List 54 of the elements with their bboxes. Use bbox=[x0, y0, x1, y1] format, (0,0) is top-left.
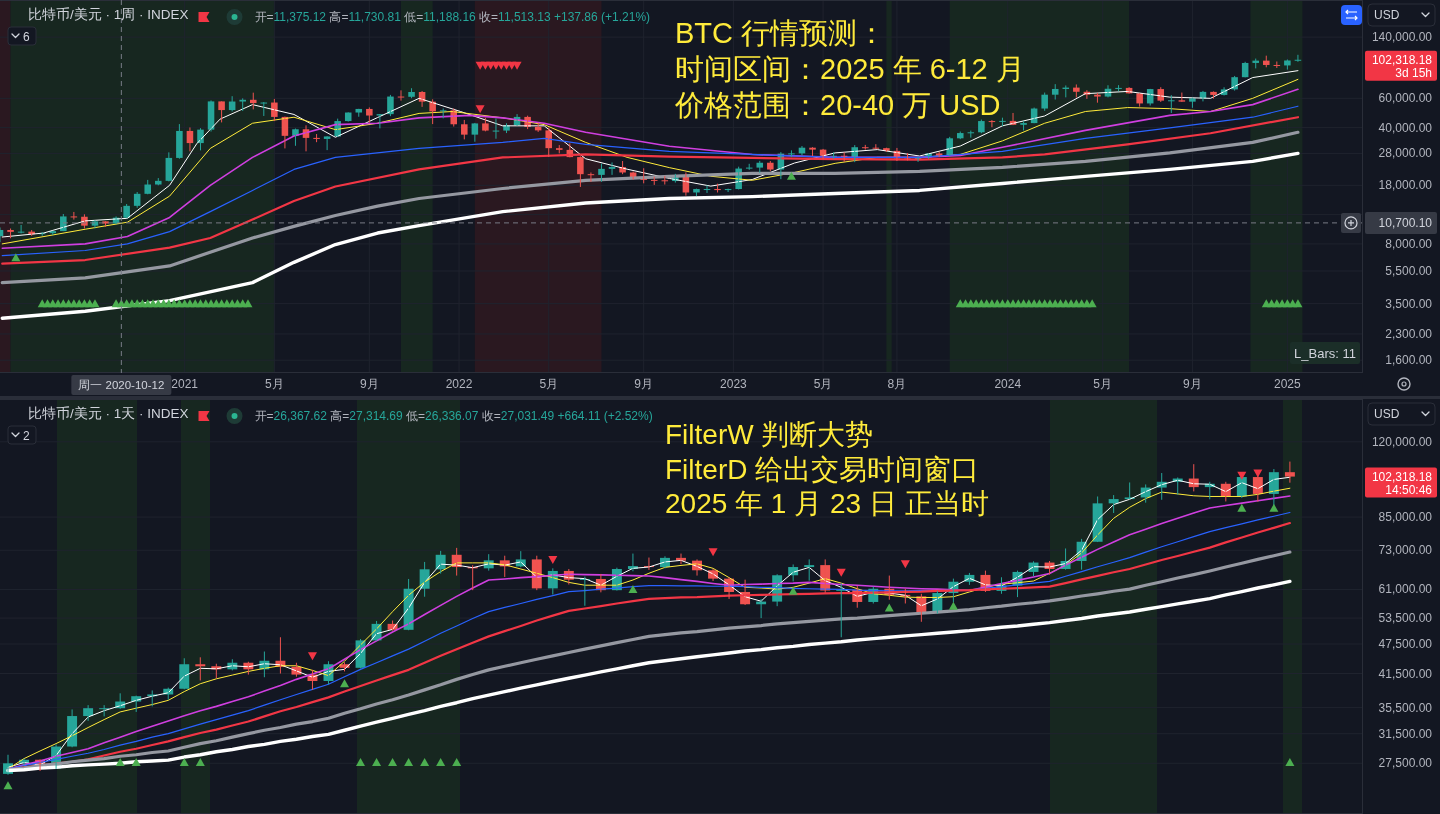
x-tick-label: 2024 bbox=[994, 377, 1022, 391]
y-tick-label: 5,500.00 bbox=[1385, 263, 1433, 278]
y-tick-label: 73,000.00 bbox=[1378, 543, 1433, 558]
annotation: 2025 年 1 月 23 日 正当时 bbox=[665, 488, 989, 519]
text: USD bbox=[1374, 8, 1400, 22]
x-tick-label: 2025 bbox=[1274, 377, 1302, 391]
y-tick-label: 8,000.00 bbox=[1385, 236, 1433, 251]
y-tick-label: 3,500.00 bbox=[1385, 296, 1433, 311]
y-tick-label: 140,000.00 bbox=[1371, 30, 1433, 45]
annotation: 价格范围：20-40 万 USD bbox=[674, 89, 1001, 121]
y-tick-label: 31,500.00 bbox=[1378, 726, 1433, 741]
ref-line-label: 10,700.10 bbox=[1378, 215, 1433, 230]
text: 比特币/美元 · 1天 · INDEX bbox=[28, 406, 189, 421]
annotation: 时间区间：2025 年 6-12 月 bbox=[675, 53, 1025, 85]
annotation: 6 bbox=[23, 30, 30, 44]
x-tick-label: 2022 bbox=[445, 377, 473, 391]
y-tick-label: 27,500.00 bbox=[1378, 756, 1433, 771]
y-tick-label: 35,500.00 bbox=[1378, 700, 1433, 715]
y-tick-label: 61,000.00 bbox=[1378, 582, 1433, 597]
x-tick-label: 9月 bbox=[1183, 377, 1202, 391]
x-tick-label: 9月 bbox=[634, 377, 654, 391]
text: USD bbox=[1374, 407, 1400, 421]
x-tick-label: 2021 bbox=[171, 377, 199, 391]
text: 开=11,375.12 高=11,730.81 低=11,188.16 收=11,513.13 +137.86 (+1.21%) bbox=[254, 10, 651, 24]
y-tick-label: 120,000.00 bbox=[1371, 434, 1433, 449]
x-tick-label: 5月 bbox=[1093, 377, 1113, 391]
annotation: L_Bars: 11 bbox=[1294, 346, 1356, 361]
annotation: FilterD 给出交易时间窗口 bbox=[665, 453, 980, 485]
text: 102,318.18 bbox=[1371, 469, 1433, 484]
y-tick-label: 2,300.00 bbox=[1385, 326, 1433, 341]
x-tick-label: 5月 bbox=[265, 377, 284, 391]
x-tick-label: 5月 bbox=[539, 377, 559, 391]
y-tick-label: 85,000.00 bbox=[1378, 510, 1433, 525]
y-tick-label: 28,000.00 bbox=[1378, 146, 1433, 161]
y-tick-label: 40,000.00 bbox=[1378, 120, 1433, 135]
text: 14:50:46 bbox=[1385, 482, 1433, 497]
annotation: FilterW 判断大势 bbox=[665, 419, 874, 450]
text: 3d 15h bbox=[1395, 65, 1432, 80]
y-tick-label: 60,000.00 bbox=[1378, 91, 1433, 106]
y-tick-label: 1,600.00 bbox=[1385, 353, 1433, 368]
y-tick-label: 53,500.00 bbox=[1378, 611, 1433, 626]
text: 开=26,367.62 高=27,314.69 低=26,336.07 收=27,031.49 +664.11 (+2.52%) bbox=[254, 409, 653, 423]
x-tick-label: 2023 bbox=[720, 377, 748, 391]
x-tick-label: 9月 bbox=[359, 377, 379, 391]
text: 102,318.18 bbox=[1371, 52, 1433, 67]
x-tick-label: 8月 bbox=[887, 377, 907, 391]
annotation: 2 bbox=[23, 429, 30, 443]
annotation: BTC 行情预测： bbox=[675, 17, 887, 49]
y-tick-label: 47,500.00 bbox=[1378, 637, 1433, 652]
y-tick-label: 41,500.00 bbox=[1378, 666, 1433, 681]
x-tick-label: 5月 bbox=[813, 377, 833, 391]
ref-line-label: 周一 2020-10-12 bbox=[78, 379, 165, 391]
text: 比特币/美元 · 1周 · INDEX bbox=[28, 7, 189, 22]
y-tick-label: 18,000.00 bbox=[1378, 178, 1433, 193]
